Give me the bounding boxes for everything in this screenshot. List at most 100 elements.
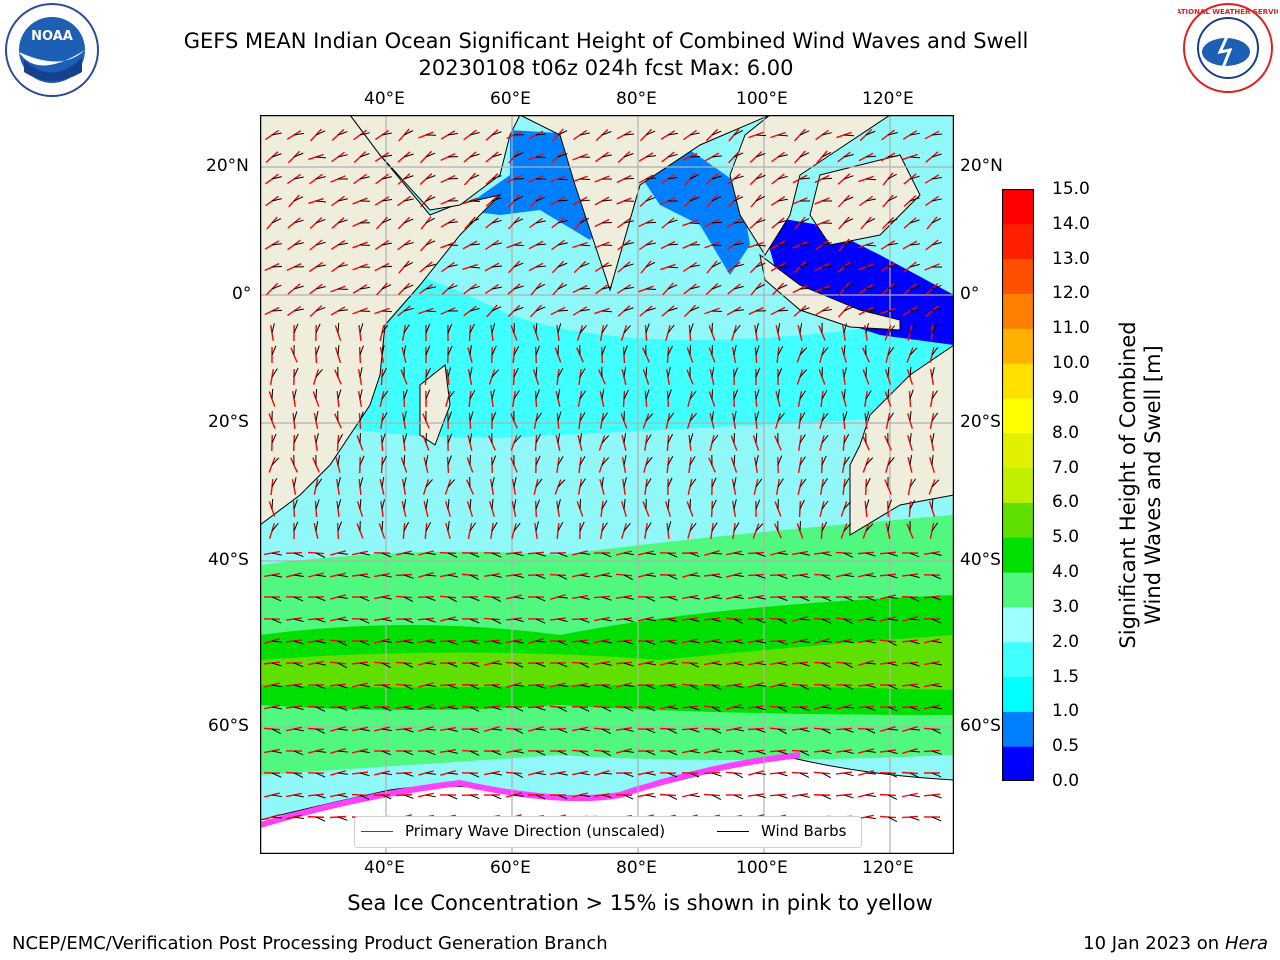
wind-barb [293,132,304,136]
wind-barb [623,728,634,732]
wind-barb [645,684,656,690]
wind-barb [689,413,697,422]
wind-barb [447,133,458,136]
wind-barb [667,153,678,158]
wind-barb [381,455,387,466]
wind-barb [337,816,348,821]
wind-barb [447,479,456,488]
wind-barb [645,177,656,180]
wind-barb [491,286,502,290]
wind-barb [689,222,701,225]
wind-barb [293,684,304,689]
wind-barb [623,618,634,623]
wind-barb [271,618,282,624]
wind-barb [359,286,370,290]
wind-barb [359,618,370,624]
wind-barb [909,243,920,246]
wind-barb [887,412,895,422]
wind-barb [293,285,304,290]
wind-barb [623,662,634,667]
wind-barb [733,574,744,577]
wind-barb [425,794,436,798]
wind-barb [799,307,810,312]
wind-barb [359,132,370,136]
wind-barb [667,596,678,601]
wind-barb [403,198,414,202]
lon-tick-top-2: 60°E [490,89,531,109]
wind-barb [469,411,474,422]
legend-barb-line [717,831,749,832]
wind-barb [535,728,546,731]
wind-barb [843,283,854,290]
wind-barb [865,706,876,711]
wind-barb [733,242,744,246]
wind-barb [689,706,700,711]
wind-barb [909,772,920,778]
wind-barb [403,706,414,710]
wind-barb [315,241,326,246]
wind-barb [711,750,722,754]
wind-barb [293,499,298,510]
wind-barb [843,306,854,312]
wind-barb [579,794,590,798]
wind-barb [799,794,810,798]
wind-barb [711,596,722,600]
wind-barb [513,640,524,644]
wind-barb [381,750,392,756]
land-australia [849,344,954,536]
colorbar-tick-label: 2.0 [1052,631,1080,652]
wind-barb [865,816,876,820]
wind-barb [711,310,723,313]
wind-barb [667,521,672,532]
wind-barb [931,346,939,356]
wind-barb [403,411,407,422]
wind-barb [469,323,475,334]
wind-barb [909,285,920,290]
wind-barb [623,263,634,268]
wind-barb [425,175,436,180]
wind-barb [469,174,480,180]
wind-barb [425,728,436,731]
wind-barb [623,133,635,136]
wind-barb [579,412,586,422]
wind-barb [755,389,760,400]
wind-barb [733,794,744,800]
colorbar-segment [1002,606,1034,643]
wind-barb [799,412,806,422]
wind-barb [601,500,608,510]
wind-barb [843,478,850,488]
wind-barb [315,750,326,753]
wind-barb [315,728,326,734]
wave-arrow [330,175,346,183]
wind-barb [843,411,848,422]
lon-tick-bottom-5: 120°E [862,858,914,878]
wind-barb [403,324,410,334]
wind-barb [711,640,722,644]
wind-barb [887,310,899,313]
wind-barb [777,794,788,799]
lon-tick-top-3: 80°E [616,89,657,109]
wind-barb [667,219,678,224]
colorbar-segment [1002,537,1034,573]
colorbar-segment [1002,641,1034,678]
wind-barb [469,266,481,269]
wind-barb [425,345,431,356]
wind-barb [271,640,282,643]
wind-barb [557,323,562,334]
wind-barb [711,130,722,136]
colorbar-tick-label: 15.0 [1052,179,1090,199]
wind-barb [447,221,458,224]
wind-barb [557,433,561,444]
wind-barb [315,345,320,356]
wind-barb [931,750,942,755]
wind-barb [645,728,656,734]
wind-barb [843,323,847,334]
wind-barb [425,706,436,709]
wind-barb [381,218,392,224]
wind-barb [447,390,455,400]
wind-barb [821,265,833,268]
wind-barb [579,309,590,312]
wind-barb [733,596,744,600]
wind-barb [447,552,458,558]
wind-barb [403,153,414,158]
